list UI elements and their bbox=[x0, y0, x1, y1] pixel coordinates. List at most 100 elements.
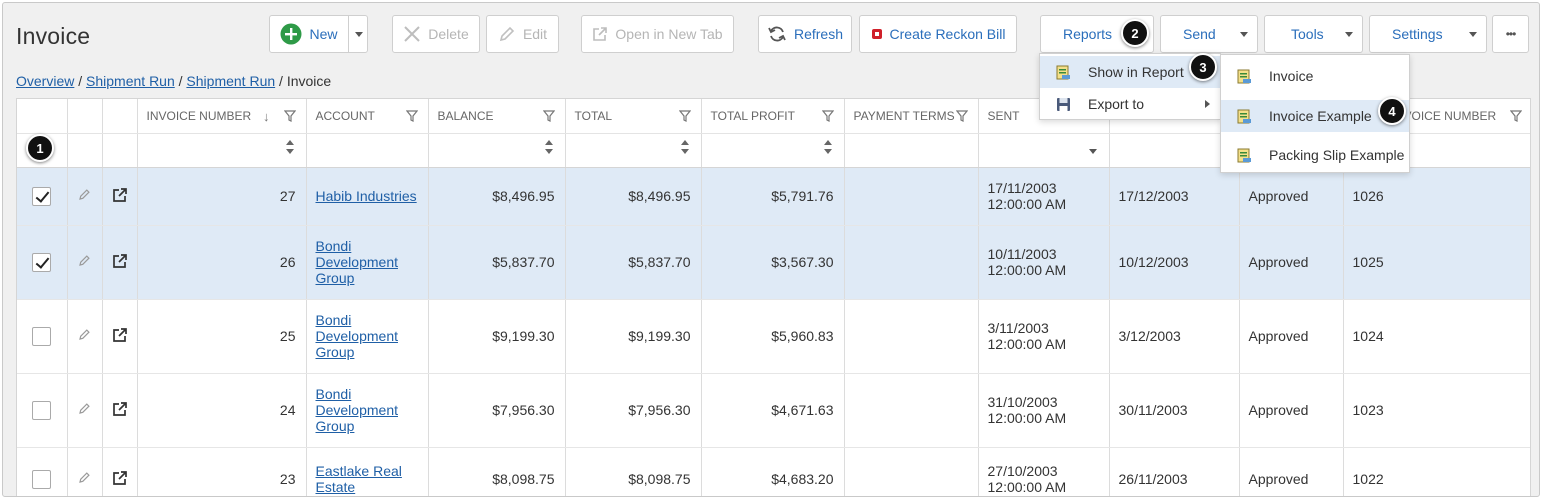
total-cell: $5,837.70 bbox=[565, 225, 702, 300]
row-checkbox[interactable] bbox=[32, 400, 52, 420]
chevron-down-icon[interactable] bbox=[1088, 148, 1097, 154]
balance-cell: $8,098.75 bbox=[428, 447, 566, 496]
settings-button[interactable]: Settings bbox=[1369, 15, 1487, 53]
balance-filter[interactable] bbox=[428, 133, 566, 168]
table-row[interactable]: 26 Bondi Development Group $5,837.70 $5,83… bbox=[17, 225, 1530, 300]
row-checkbox[interactable] bbox=[32, 186, 52, 206]
spinner-icon[interactable] bbox=[285, 139, 294, 154]
invoice-number-cell: 24 bbox=[137, 373, 307, 448]
spinner-icon[interactable] bbox=[544, 139, 553, 154]
new-button[interactable]: New bbox=[270, 16, 348, 52]
payment-terms-header[interactable]: Payment Terms bbox=[844, 99, 979, 134]
step-badge-2: 2 bbox=[1121, 19, 1149, 47]
send-button-label: Send bbox=[1183, 26, 1216, 42]
export-to-item[interactable]: Export to bbox=[1040, 88, 1220, 120]
open-new-tab-button[interactable]: Open in New Tab bbox=[581, 15, 734, 53]
filter-icon[interactable] bbox=[955, 110, 968, 125]
filter-icon[interactable] bbox=[405, 110, 418, 125]
breadcrumb-overview-link[interactable]: Overview bbox=[16, 73, 75, 89]
filter-icon[interactable] bbox=[678, 110, 691, 125]
table-row[interactable]: 27 Habib Industries $8,496.95 $8,496.95 … bbox=[17, 167, 1530, 226]
invoice-number-filter[interactable] bbox=[137, 133, 307, 168]
invoice-number-header[interactable]: Invoice Number ↓ bbox=[137, 99, 307, 134]
invoice-example-report-item[interactable]: Invoice Example bbox=[1221, 100, 1409, 132]
row-edit-cell bbox=[67, 167, 103, 226]
export-to-label: Export to bbox=[1088, 96, 1145, 112]
send-button[interactable]: Send bbox=[1160, 15, 1258, 53]
reference-cell: 1024 bbox=[1343, 299, 1530, 374]
balance-header[interactable]: Balance bbox=[428, 99, 566, 134]
sent-header-label: Sent bbox=[987, 108, 1020, 123]
invoice-table: Invoice Number ↓ Account Balance Total bbox=[17, 99, 1530, 496]
account-filter[interactable] bbox=[306, 133, 429, 168]
breadcrumb-shipment-run-link[interactable]: Shipment Run bbox=[186, 73, 276, 89]
total-profit-filter[interactable] bbox=[701, 133, 845, 168]
invoice-number-cell: 25 bbox=[137, 299, 307, 374]
packing-slip-example-report-item[interactable]: Packing Slip Example bbox=[1221, 139, 1409, 171]
refresh-button[interactable]: Refresh bbox=[758, 15, 852, 53]
pencil-icon[interactable] bbox=[78, 188, 91, 204]
account-header[interactable]: Account bbox=[306, 99, 429, 134]
filter-icon[interactable] bbox=[283, 110, 296, 125]
sent-filter[interactable] bbox=[978, 133, 1110, 168]
select-column-header bbox=[17, 99, 68, 134]
external-link-icon[interactable] bbox=[112, 187, 128, 206]
account-link[interactable]: Bondi Development Group bbox=[316, 312, 428, 360]
account-link-line: Development bbox=[315, 402, 399, 418]
row-open-cell bbox=[102, 225, 138, 300]
sent-time: 12:00:00 AM bbox=[987, 262, 1067, 278]
external-link-icon[interactable] bbox=[112, 470, 128, 489]
pencil-icon[interactable] bbox=[78, 254, 91, 270]
filter-icon[interactable] bbox=[821, 110, 834, 125]
balance-cell: $8,496.95 bbox=[428, 167, 566, 226]
new-button-label: New bbox=[309, 26, 338, 42]
account-link[interactable]: Eastlake Real Estate bbox=[316, 463, 428, 495]
total-profit-cell: $3,567.30 bbox=[701, 225, 845, 300]
external-link-icon[interactable] bbox=[112, 401, 128, 420]
new-dropdown-toggle[interactable] bbox=[349, 16, 369, 52]
row-edit-cell bbox=[67, 373, 103, 448]
row-checkbox[interactable] bbox=[32, 469, 52, 489]
reports-button-label: Reports bbox=[1063, 26, 1113, 42]
payment-terms-filter[interactable] bbox=[844, 133, 979, 168]
breadcrumb-shipment-run-link[interactable]: Shipment Run bbox=[86, 73, 175, 89]
account-link-line: Group bbox=[315, 418, 355, 434]
invoice-report-item[interactable]: Invoice bbox=[1221, 60, 1409, 92]
more-options-button[interactable]: ••• bbox=[1492, 15, 1529, 53]
sent-date: 27/10/2003 bbox=[987, 463, 1058, 479]
row-checkbox[interactable] bbox=[32, 326, 52, 346]
breadcrumb-separator: / bbox=[74, 73, 87, 89]
row-checkbox[interactable] bbox=[32, 252, 52, 272]
create-reckon-bill-button[interactable]: Create Reckon Bill bbox=[859, 15, 1017, 53]
filter-icon[interactable] bbox=[1509, 110, 1522, 125]
account-link[interactable]: Habib Industries bbox=[316, 188, 428, 204]
spinner-icon[interactable] bbox=[680, 139, 689, 154]
settings-button-label: Settings bbox=[1392, 26, 1443, 42]
table-row[interactable]: 23 Eastlake Real Estate $8,098.75 $8,098.… bbox=[17, 447, 1530, 496]
pencil-icon[interactable] bbox=[78, 471, 91, 487]
filter-icon[interactable] bbox=[542, 110, 555, 125]
table-row[interactable]: 25 Bondi Development Group $9,199.30 $9,19… bbox=[17, 299, 1530, 374]
external-link-icon[interactable] bbox=[112, 253, 128, 272]
row-select-cell bbox=[17, 167, 68, 226]
breadcrumb-separator: / bbox=[174, 73, 187, 89]
payment-terms-cell bbox=[844, 447, 979, 496]
pencil-icon[interactable] bbox=[78, 402, 91, 418]
due-date-cell: 30/11/2003 bbox=[1109, 373, 1240, 448]
edit-column-header bbox=[67, 99, 103, 134]
account-link[interactable]: Bondi Development Group bbox=[316, 386, 428, 434]
external-link-icon[interactable] bbox=[112, 327, 128, 346]
total-header[interactable]: Total bbox=[565, 99, 702, 134]
edit-button[interactable]: Edit bbox=[486, 15, 559, 53]
sort-down-icon[interactable]: ↓ bbox=[263, 109, 270, 124]
table-row[interactable]: 24 Bondi Development Group $7,956.30 $7,95… bbox=[17, 373, 1530, 448]
total-filter[interactable] bbox=[565, 133, 702, 168]
balance-cell: $9,199.30 bbox=[428, 299, 566, 374]
account-link[interactable]: Bondi Development Group bbox=[316, 238, 428, 286]
total-cell: $9,199.30 bbox=[565, 299, 702, 374]
total-profit-header[interactable]: Total Profit bbox=[701, 99, 845, 134]
pencil-icon[interactable] bbox=[78, 328, 91, 344]
spinner-icon[interactable] bbox=[823, 139, 832, 154]
tools-button[interactable]: Tools bbox=[1264, 15, 1363, 53]
delete-button[interactable]: Delete bbox=[392, 15, 480, 53]
